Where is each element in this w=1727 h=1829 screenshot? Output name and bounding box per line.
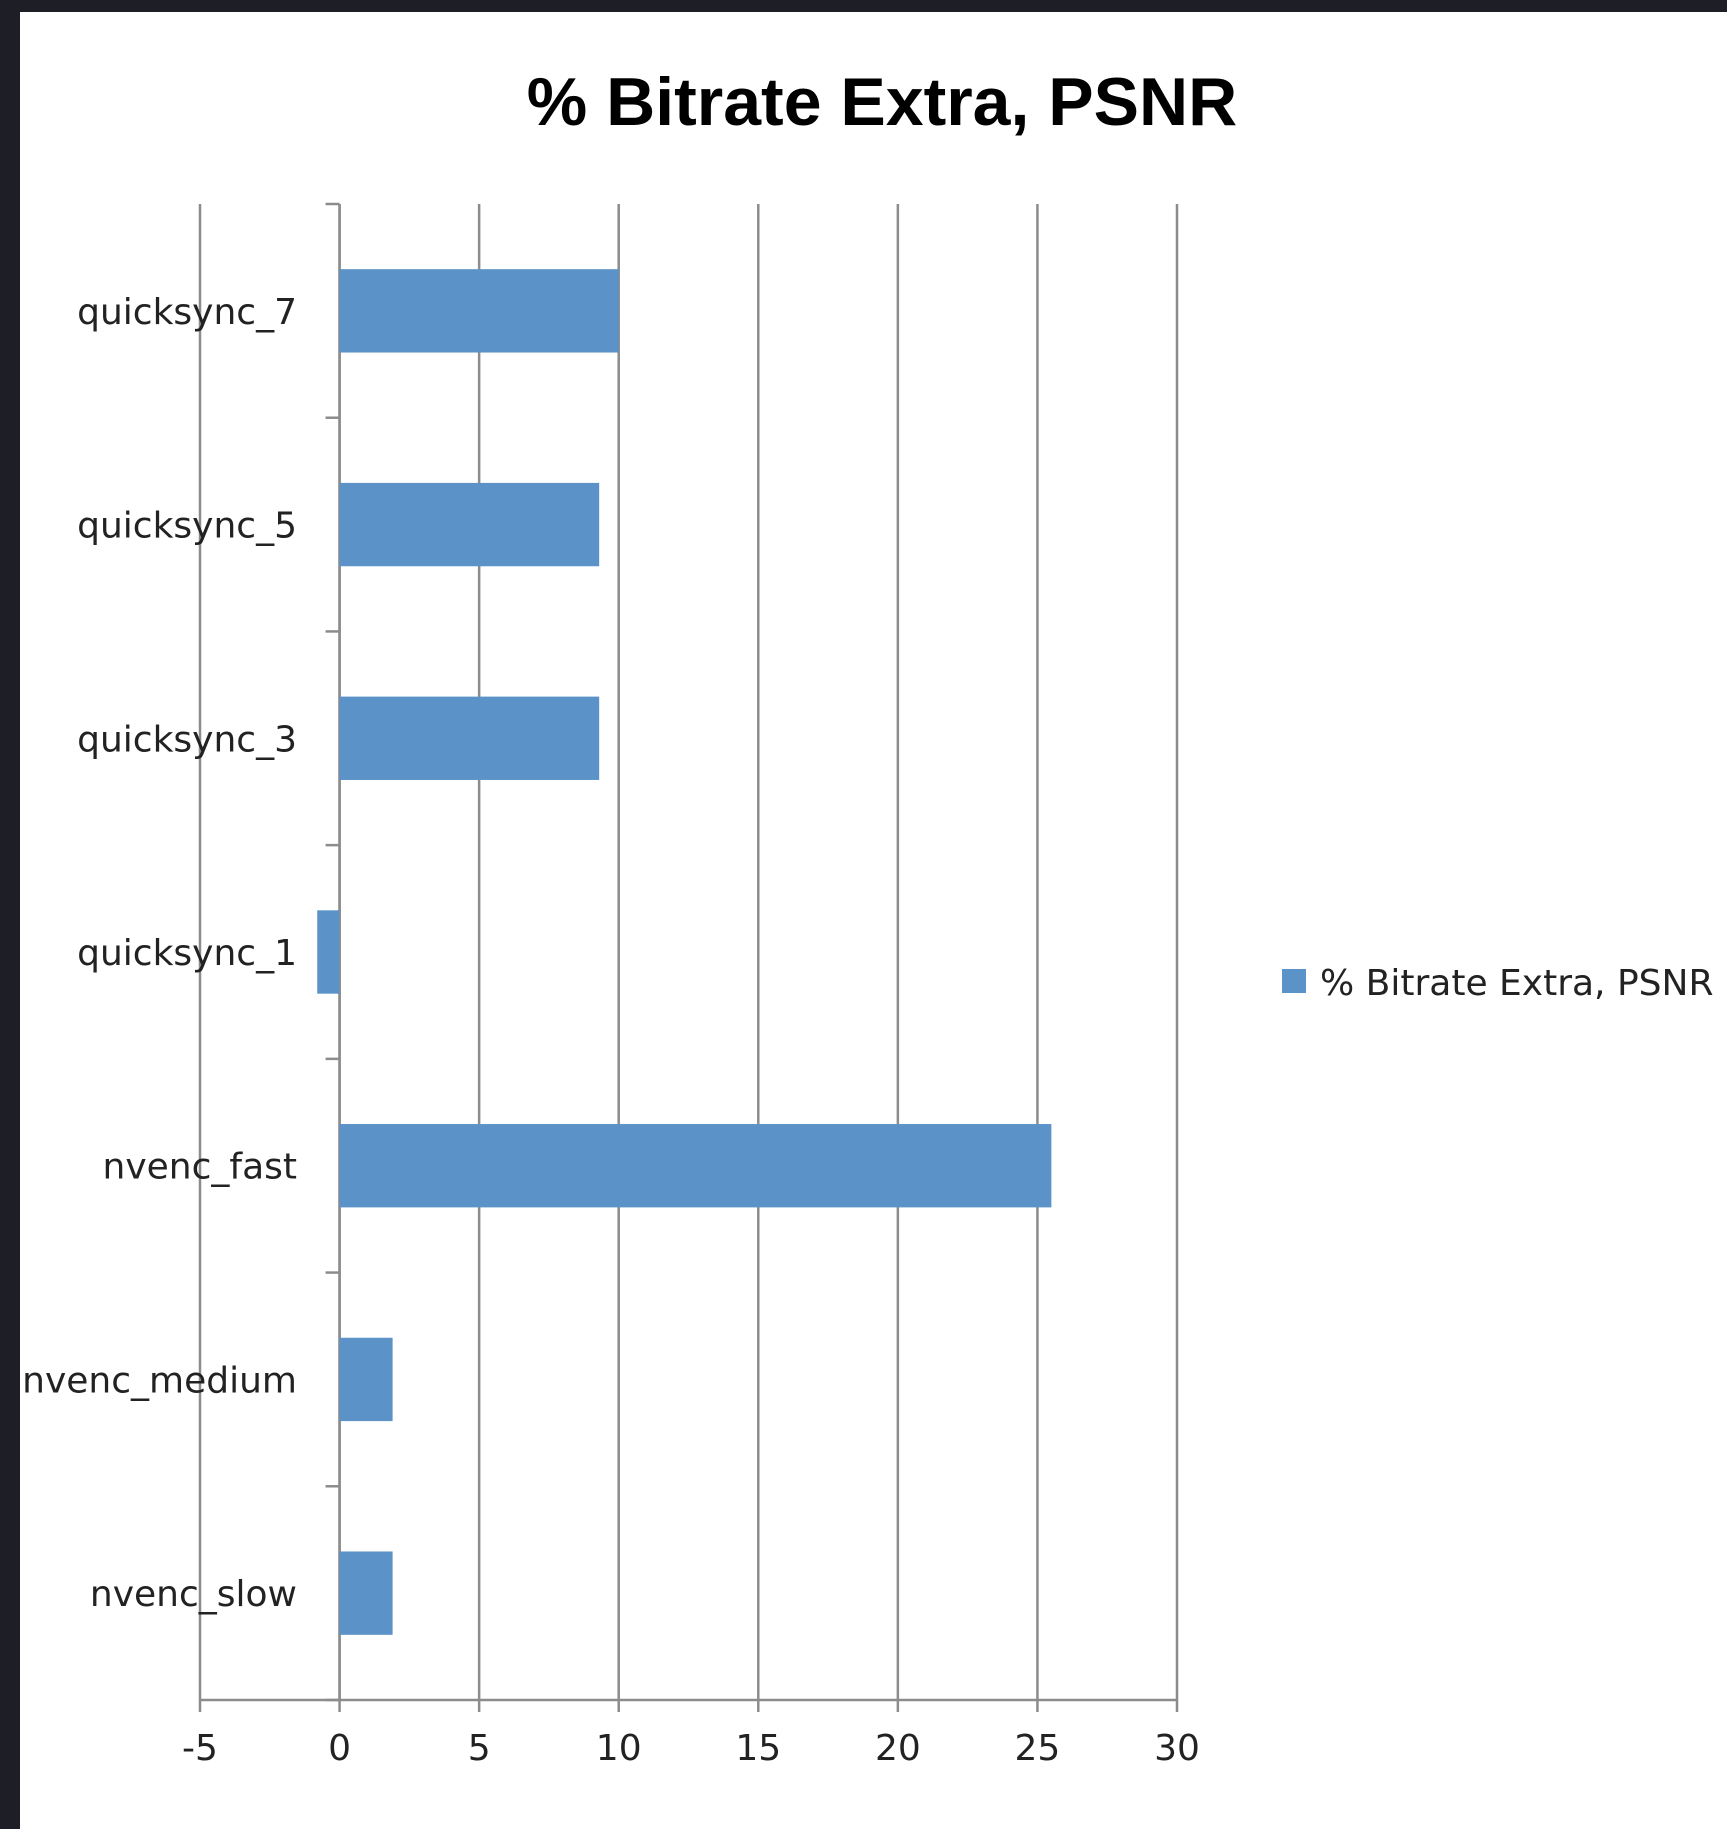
x-tick-label: 5 <box>468 1728 491 1769</box>
category-label: nvenc_slow <box>90 1574 297 1615</box>
x-tick-label: 0 <box>328 1728 351 1769</box>
bar-nvenc-slow <box>339 1551 393 1635</box>
legend-swatch <box>1282 969 1306 993</box>
x-tick-label: 25 <box>1015 1728 1061 1769</box>
x-tick-label: 10 <box>596 1728 642 1769</box>
category-labels: quicksync_7 quicksync_5 quicksync_3quicksy… <box>22 292 297 1615</box>
category-label: nvenc_fast <box>103 1147 297 1188</box>
x-tick-label: -5 <box>182 1728 218 1769</box>
bar-quicksync-3 <box>339 696 600 780</box>
legend: % Bitrate Extra, PSNR <box>1282 963 1713 1004</box>
x-tick-label: 30 <box>1154 1728 1200 1769</box>
category-label: quicksync_5 <box>77 506 297 547</box>
category-label: quicksync_1 <box>77 933 297 974</box>
bar-quicksync-5 <box>339 482 600 567</box>
gridlines <box>198 204 1179 1700</box>
chart-title: % Bitrate Extra, PSNR <box>527 64 1237 140</box>
bar-chart: % Bitrate Extra, PSNR quicksync_7quicksy… <box>22 64 1713 1769</box>
x-tick-label: 20 <box>875 1728 921 1769</box>
x-tick-labels: -5 0 5 10 15 20 25 30 <box>182 1728 1200 1769</box>
axes <box>198 202 1179 1712</box>
bar-quicksync-1 <box>317 910 340 994</box>
bar-nvenc-fast <box>339 1124 1052 1208</box>
category-label: quicksync_7 <box>77 292 297 333</box>
x-tick-label: 15 <box>735 1728 781 1769</box>
category-label: nvenc_medium <box>22 1360 297 1401</box>
bar-quicksync-7 <box>339 269 619 353</box>
legend-label: % Bitrate Extra, PSNR <box>1320 963 1713 1004</box>
chart-panel: % Bitrate Extra, PSNR quicksync_7 quicksy… <box>20 12 1727 1829</box>
bars <box>317 269 1052 1635</box>
bar-nvenc-medium <box>339 1337 393 1422</box>
category-label: quicksync_3 <box>77 719 297 760</box>
